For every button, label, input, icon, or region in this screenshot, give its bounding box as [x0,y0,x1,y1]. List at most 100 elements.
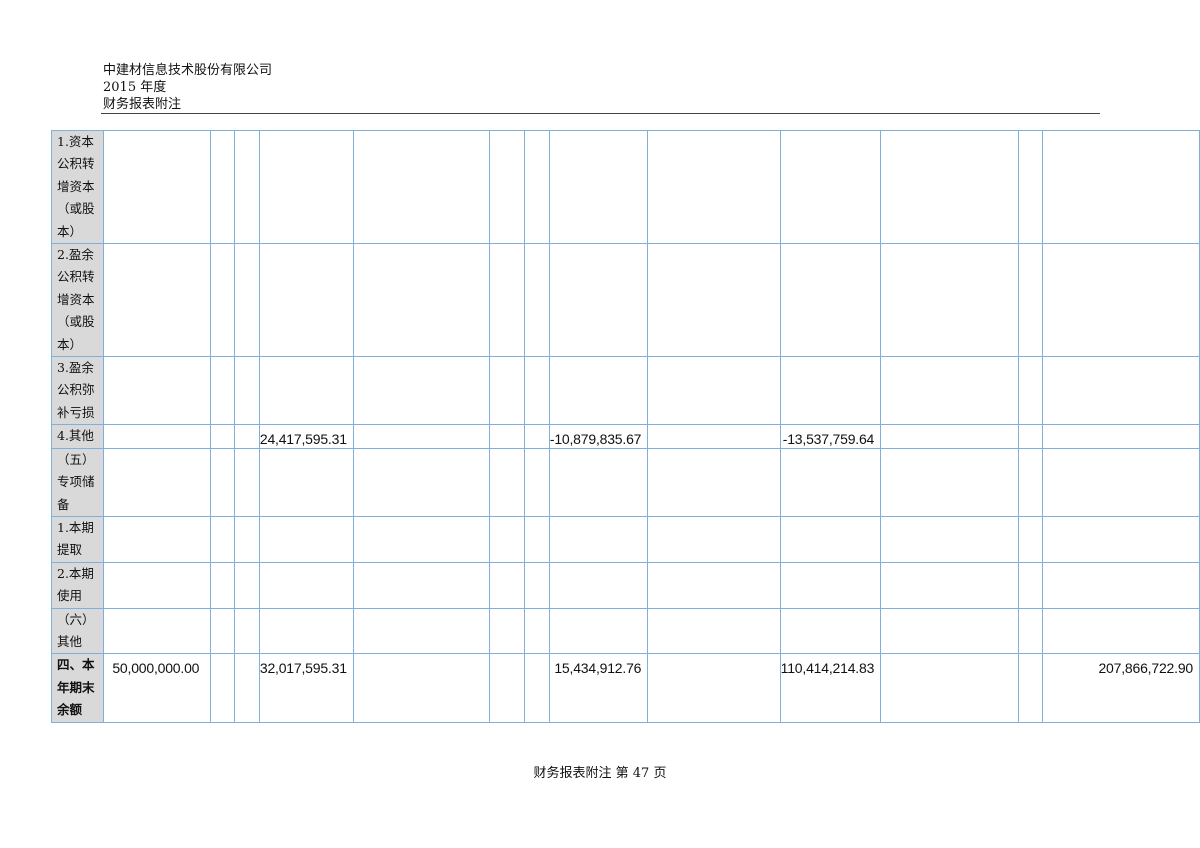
table-cell [779,356,882,426]
table-cell [1042,129,1200,245]
table-cell [488,243,526,358]
table-cell [103,515,211,563]
row-label: 3.盈余 公积弥 补亏损 [50,356,105,426]
table-cell [880,447,1019,517]
table-cell [524,653,550,723]
row-label-line: 1.资本 [57,134,94,149]
table-cell: 50,000,000.00 [103,653,211,723]
table-row: 四、本 年期末 余额 50,000,000.00 32,017,595.31 15,434… [50,653,1200,723]
table-cell [524,515,550,563]
table-cell [209,561,236,609]
row-label-line: 其他 [57,633,83,649]
table-cell [647,561,781,609]
table-cell [209,424,236,449]
table-cell [1042,356,1200,426]
table-cell [258,243,354,358]
table-cell [488,129,526,245]
table-cell [524,424,550,449]
table-cell [880,424,1019,449]
row-label-line: 补亏损 [57,404,95,420]
table-cell [1017,561,1044,609]
table-cell [209,515,236,563]
table-cell [1017,653,1044,723]
table-cell [234,561,260,609]
table-cell [209,447,236,517]
table-cell [779,243,882,358]
table-cell [234,515,260,563]
equity-changes-table: 1.资本 公积转 增资本 （或股 本） 2.盈余 公积转 增资本 （或股 本） 3.盈余 公积弥 补亏损… [50,129,1200,723]
table-cell [352,653,490,723]
table-cell [258,447,354,517]
table-cell [524,561,550,609]
report-year: 2015 年度 [103,80,167,95]
table-cell [880,607,1019,655]
table-cell: 15,434,912.76 [548,653,649,723]
row-label-line: 年期末 [57,679,95,695]
table-cell [488,447,526,517]
table-row: （五） 专项储备 [50,447,1200,517]
table-cell [103,447,211,517]
table-cell [234,607,260,655]
row-label-line: 备 [57,496,70,512]
table-cell [880,561,1019,609]
row-label-line: 四、本 [57,657,95,673]
row-label: 1.本期 提取 [50,515,105,563]
table-cell [880,653,1019,723]
table-cell [488,607,526,655]
table-cell [779,129,882,245]
table-cell [258,515,354,563]
row-label-line: 提取 [57,542,83,558]
table-cell: 207,866,722.90 [1042,653,1200,723]
table-row: （六） 其他 [50,607,1200,655]
table-cell [880,243,1019,358]
table-row: 2.本期 使用 [50,561,1200,609]
table-cell [647,356,781,426]
row-label: 1.资本 公积转 增资本 （或股 本） [50,129,105,245]
row-label: （六） 其他 [50,607,105,655]
table-cell [1017,607,1044,655]
table-cell [779,607,882,655]
table-cell [352,607,490,655]
document-title: 财务报表附注 [103,97,182,112]
row-label-line: 公积弥 [57,382,95,398]
table-cell [1042,447,1200,517]
table-cell [548,243,649,358]
header-divider [101,113,1100,114]
row-label: 4.其他 [50,424,105,449]
table-cell: -10,879,835.67 [548,424,649,449]
table-cell [352,129,490,245]
table-cell [880,356,1019,426]
table-cell [352,243,490,358]
row-label-line: 2.盈余 [57,247,94,263]
table-cell: 110,414,214.83 [779,653,882,723]
table-cell [1017,424,1044,449]
table-cell [524,129,550,245]
table-cell [488,515,526,563]
row-label-line: 公积转 [57,269,95,285]
row-label-line: （或股 [57,201,95,217]
table-cell [880,129,1019,245]
table-cell [209,653,236,723]
table-cell [548,515,649,563]
table-cell [352,515,490,563]
table-cell: 24,417,595.31 [258,424,354,449]
table-cell [548,607,649,655]
table-cell [258,607,354,655]
table-cell [647,129,781,245]
row-label-line: 增资本 [57,178,95,194]
table-cell [352,356,490,426]
table-cell [103,424,211,449]
table-cell [234,129,260,245]
table-cell [234,424,260,449]
table-cell [647,515,781,563]
row-label-line: 余额 [57,702,83,718]
row-label-line: 本） [57,223,83,239]
row-label-line: 增资本 [57,291,95,307]
table-cell [352,561,490,609]
table-cell [1017,447,1044,517]
table-cell [258,561,354,609]
row-label-line: 2.本期 [57,565,94,581]
table-cell [103,129,211,245]
table-cell [234,653,260,723]
table-cell [103,243,211,358]
